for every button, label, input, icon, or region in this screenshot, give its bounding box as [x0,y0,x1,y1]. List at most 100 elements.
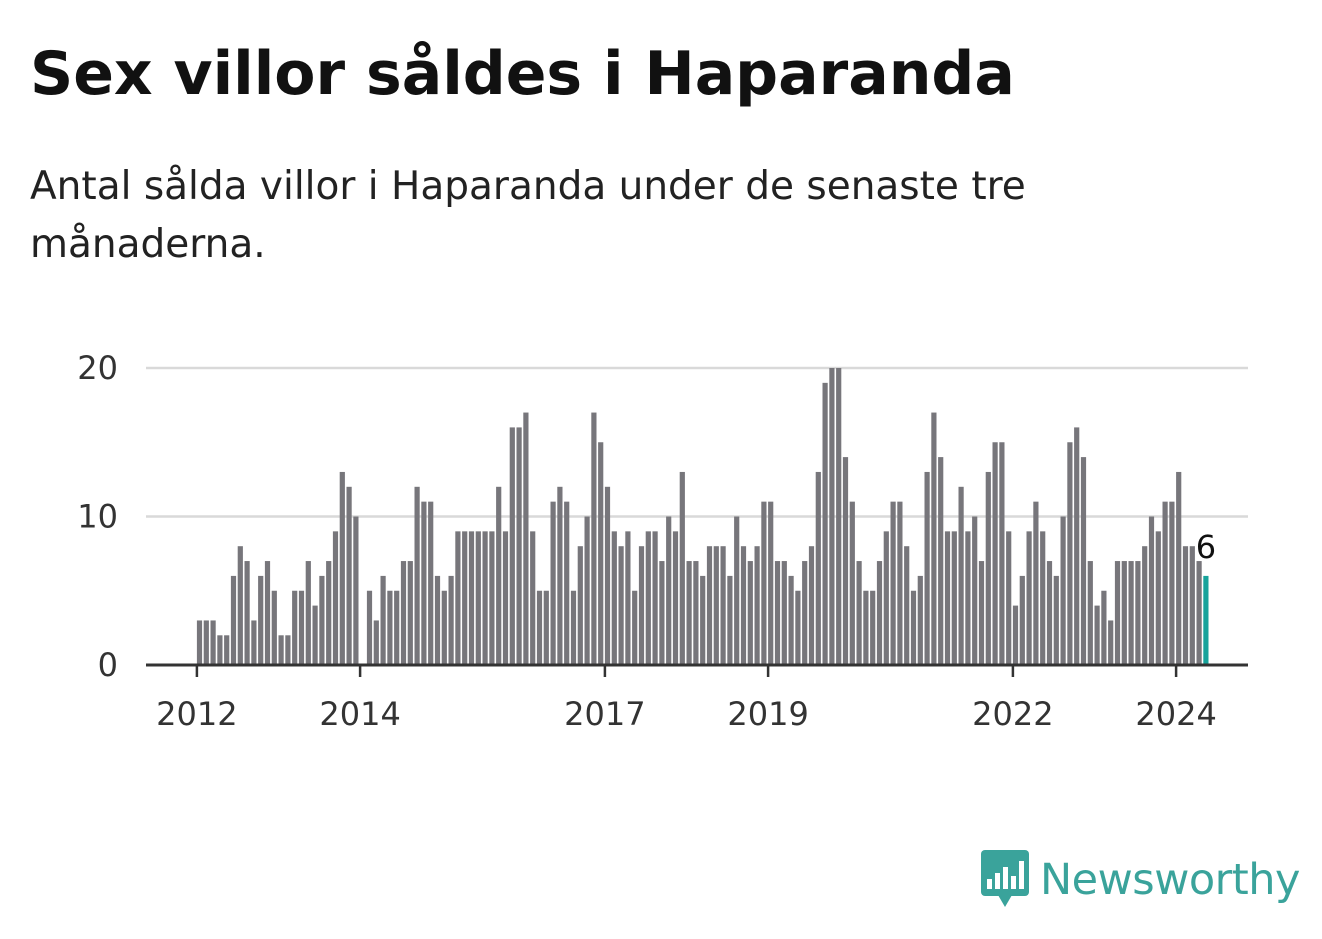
bar [686,561,692,665]
bar [441,590,447,665]
bar [938,457,944,665]
bar [394,590,400,665]
bar [904,546,910,665]
bar [1012,605,1019,665]
x-tick-label: 2014 [319,695,400,733]
bar [1176,471,1182,665]
bar [564,501,570,665]
bar [788,575,794,665]
bar [373,620,379,665]
bar [978,561,985,665]
bar-chart-speech-bubble-icon [981,850,1029,907]
bar [196,620,203,665]
bar [346,486,352,665]
bar [618,546,624,665]
bar [251,620,257,665]
bar [1121,561,1127,665]
bar [1067,442,1073,665]
bar [917,575,923,665]
bar [570,590,577,665]
bar [305,561,311,665]
bar [428,501,434,665]
bar [1026,531,1032,665]
bar [1046,561,1053,665]
bar [965,531,971,665]
bar [217,635,223,665]
bar [387,590,393,665]
bar [380,575,386,665]
bar [543,590,549,665]
bar [1142,546,1148,665]
bar [319,575,325,665]
bar [1006,531,1012,665]
bar [924,471,930,665]
bar [958,486,964,665]
bar [713,546,719,665]
bar [999,442,1005,665]
bar [434,575,441,665]
bar [230,575,237,665]
bar [700,575,706,665]
bar [625,531,631,665]
bar [1019,575,1025,665]
bar [1182,546,1189,665]
bar [475,531,481,665]
bar [1169,501,1175,665]
bar [951,531,957,665]
bar [747,561,753,665]
bar [611,531,617,665]
bar [1155,531,1161,665]
bar [468,531,475,665]
bar [1074,427,1080,665]
bar [870,590,876,665]
bar [672,531,679,665]
bar [944,531,951,665]
bar [516,427,522,665]
bar [489,531,495,665]
brand-name: Newsworthy [1040,855,1300,905]
bar [455,531,461,665]
bar [224,635,230,665]
bar [591,412,597,665]
bar [802,561,808,665]
bar [829,368,835,665]
bar [407,561,413,665]
axis-labels: 0 10 20 2012 2014 2017 2019 2022 2024 6 [77,349,1217,733]
bar [1094,605,1100,665]
bar [258,575,264,665]
bar [666,516,672,665]
newsworthy-logo[interactable]: Newsworthy [980,848,1300,912]
bar [462,531,468,665]
bar [536,590,543,665]
bar [366,590,373,665]
bar [1196,561,1202,665]
bar [754,546,760,665]
x-tick-label: 2022 [972,695,1053,733]
bar [353,516,359,665]
bar [883,531,889,665]
y-tick-label: 20 [77,349,118,387]
bar [659,561,665,665]
bar [278,635,284,665]
bar [1148,516,1155,665]
bar [638,546,645,665]
bar [264,561,271,665]
bar [298,590,305,665]
bar [1162,501,1168,665]
bar [557,486,563,665]
chart-title: Sex villor såldes i Haparanda [30,39,1015,109]
bar [414,486,420,665]
x-axis [146,663,1248,677]
bar [332,531,339,665]
bar [1080,457,1087,665]
bar [774,561,781,665]
bar [632,590,638,665]
bar [890,501,896,665]
bar [584,516,590,665]
bar [210,620,216,665]
bar [1101,590,1107,665]
bar [1040,531,1046,665]
bar [992,442,998,665]
bar [530,531,536,665]
